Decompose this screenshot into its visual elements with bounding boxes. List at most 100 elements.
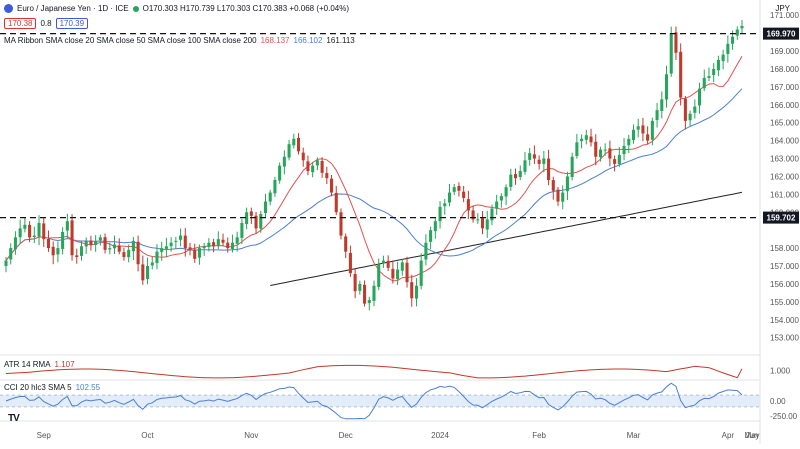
x-tick-label: Oct — [141, 431, 154, 440]
tradingview-logo[interactable]: TV — [8, 413, 20, 424]
candle-body — [466, 199, 470, 211]
candle-body — [556, 189, 560, 202]
sma-long-line — [270, 191, 743, 286]
sell-price-button[interactable]: 170.38 — [4, 18, 37, 29]
candle-body — [51, 246, 55, 256]
candle-body — [570, 156, 574, 178]
candle-body — [462, 191, 466, 198]
candle-body — [551, 180, 555, 191]
candle-body — [344, 236, 348, 252]
candle-body — [212, 242, 216, 247]
candle-body — [504, 187, 508, 197]
candle-body — [367, 300, 371, 304]
ma-ribbon-label: MA Ribbon SMA close 20 SMA close 50 SMA … — [4, 36, 257, 45]
x-tick-label: Mar — [627, 431, 641, 440]
candle-body — [169, 242, 173, 247]
candle-body — [325, 173, 329, 179]
candle-body — [245, 212, 249, 225]
candle-body — [683, 98, 687, 121]
x-tick-label: Apr — [722, 431, 735, 440]
candle-body — [400, 262, 404, 271]
candle-body — [476, 219, 480, 221]
candle-body — [636, 126, 640, 130]
y-tick-label: 163.000 — [770, 155, 799, 164]
candle-body — [23, 224, 27, 229]
cci-line — [5, 382, 743, 420]
candle-body — [98, 237, 102, 241]
y-tick-label: 161.000 — [770, 190, 799, 199]
candle-body — [580, 138, 584, 142]
candle-body — [334, 192, 338, 213]
y-tick-label: 153.000 — [770, 334, 799, 343]
candle-body — [480, 218, 485, 229]
atr-legend[interactable]: ATR 14 RMA 1.107 — [4, 360, 75, 369]
candle-body — [660, 99, 664, 111]
candle-body — [296, 137, 301, 152]
y-tick-label: 165.000 — [770, 119, 799, 128]
x-tick-label: Jun — [746, 431, 759, 440]
y-tick-label: 169.000 — [770, 47, 799, 56]
candle-body — [712, 68, 716, 75]
candle-body — [311, 165, 315, 173]
candle-body — [141, 264, 145, 281]
candle-body — [28, 224, 32, 238]
y-tick-label: 156.000 — [770, 280, 799, 289]
candle-body — [84, 240, 88, 247]
candle-body — [603, 149, 607, 151]
candle-body — [514, 174, 518, 179]
candle-body — [94, 240, 98, 245]
candle-body — [122, 252, 126, 258]
candle-body — [13, 237, 17, 250]
x-tick-label: Sep — [37, 431, 52, 440]
candle-body — [263, 201, 268, 214]
candle-body — [268, 192, 272, 202]
atr-value: 1.107 — [54, 360, 75, 369]
cci-tick-label: 0.00 — [770, 397, 786, 406]
candle-body — [447, 192, 452, 203]
cci-label: CCI 20 hlc3 SMA 5 — [4, 383, 72, 392]
candle-body — [150, 262, 154, 266]
candle-body — [622, 145, 626, 155]
candle-body — [721, 54, 725, 62]
buy-price-button[interactable]: 170.39 — [55, 18, 89, 29]
cci-legend[interactable]: CCI 20 hlc3 SMA 5 102.55 — [4, 383, 100, 392]
candle-body — [443, 203, 447, 207]
y-tick-label: 157.000 — [770, 262, 799, 271]
candle-body — [707, 76, 711, 78]
candle-body — [631, 129, 636, 141]
candle-body — [235, 237, 239, 244]
currency-label[interactable]: JPY — [775, 4, 790, 13]
x-tick-label: Feb — [532, 431, 546, 440]
candle-body — [292, 138, 296, 146]
candle-body — [702, 77, 706, 89]
candle-body — [396, 269, 400, 280]
ma50-value: 166.102 — [293, 36, 323, 45]
market-open-indicator — [132, 5, 139, 12]
cci-band — [0, 395, 760, 407]
y-tick-label: 162.000 — [770, 172, 799, 181]
candle-body — [230, 242, 234, 250]
atr-label: ATR 14 RMA — [4, 360, 51, 369]
ma20-value: 168.137 — [260, 36, 290, 45]
candle-body — [363, 284, 367, 304]
candle-body — [594, 141, 598, 157]
candle-body — [18, 228, 22, 238]
candle-body — [353, 273, 357, 292]
y-tick-label: 164.000 — [770, 137, 799, 146]
candle-body — [490, 208, 494, 221]
candle-body — [221, 239, 225, 243]
candle-body — [117, 245, 121, 252]
ma-ribbon-legend[interactable]: MA Ribbon SMA close 20 SMA close 50 SMA … — [4, 36, 355, 45]
candle-body — [650, 120, 654, 140]
candle-body — [75, 255, 79, 258]
candle-body — [688, 113, 692, 121]
candle-body — [575, 142, 579, 157]
candle-body — [499, 196, 503, 201]
candle-body — [438, 206, 442, 222]
candle-body — [254, 215, 258, 229]
y-tick-label: 155.000 — [770, 298, 799, 307]
x-tick-label: May — [744, 431, 759, 440]
candle-body — [646, 134, 650, 141]
